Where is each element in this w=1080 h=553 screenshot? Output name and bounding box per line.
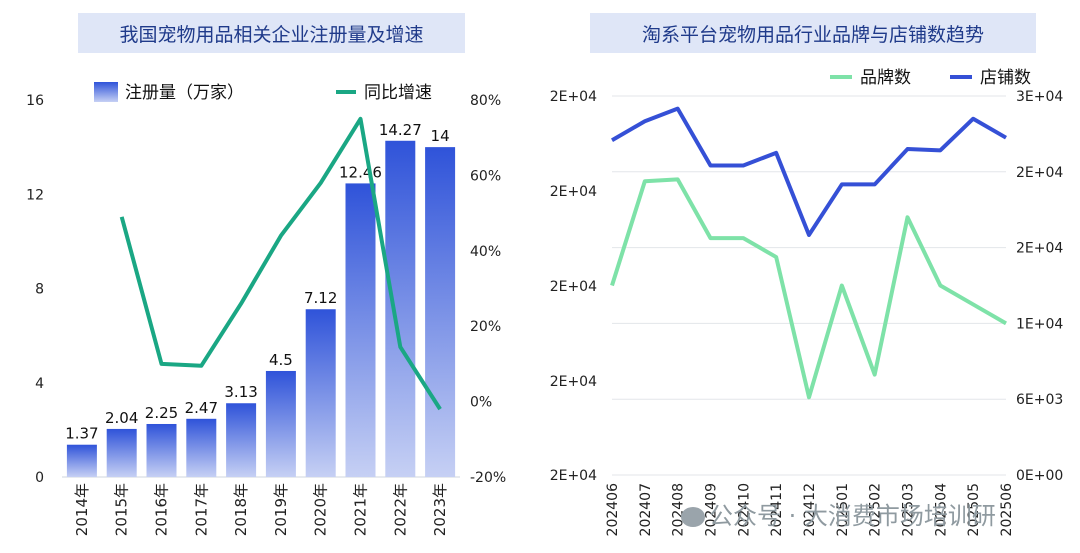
y-right-tick-label: 0% [470, 395, 492, 411]
y-left-tick-label: 16 [26, 93, 44, 109]
x-tick-label: 202501 [835, 483, 851, 536]
bar [146, 423, 177, 477]
watermark: 公众号 · 大消费市场培训研 [681, 496, 996, 531]
y-right-tick-label: -20% [470, 470, 506, 486]
x-tick-label: 202506 [999, 483, 1015, 537]
bar-value-label: 2.25 [145, 404, 178, 422]
bar-value-label: 7.12 [304, 289, 337, 307]
wechat-icon [681, 507, 705, 527]
x-tick-label: 202412 [802, 483, 818, 536]
x-tick-label: 202503 [901, 483, 917, 536]
legend-bar-label: 注册量（万家） [125, 83, 244, 103]
x-tick-label: 2018年 [232, 483, 250, 536]
x-tick-label: 202502 [868, 483, 884, 536]
x-tick-label: 202407 [638, 483, 654, 536]
y-right-tick-label: 3E+04 [1016, 89, 1063, 105]
legend-bar-swatch [94, 82, 118, 102]
bar-value-label: 3.13 [224, 383, 257, 401]
bar [345, 183, 376, 477]
x-tick-label: 2015年 [113, 483, 131, 536]
bar-value-label: 4.5 [269, 351, 293, 369]
bar [385, 140, 416, 477]
x-tick-label: 2019年 [272, 483, 290, 536]
y-left-tick-label: 12 [26, 187, 44, 203]
y-right-tick-label: 20% [470, 319, 501, 335]
y-right-tick-label: 60% [470, 168, 501, 184]
x-tick-label: 202411 [769, 483, 785, 536]
y-left-tick-label: 2E+04 [550, 468, 597, 484]
x-tick-label: 2022年 [391, 483, 409, 536]
y-right-tick-label: 1E+04 [1016, 316, 1063, 332]
y-left-tick-label: 4 [35, 376, 44, 392]
y-left-tick-label: 2E+04 [550, 89, 597, 105]
y-left-tick-label: 0 [35, 470, 44, 486]
x-tick-label: 2023年 [431, 483, 449, 536]
chart1-title: 我国宠物用品相关企业注册量及增速 [78, 13, 465, 53]
y-left-tick-label: 2E+04 [550, 184, 597, 200]
bar [305, 309, 336, 477]
x-tick-label: 202409 [704, 483, 720, 536]
x-tick-label: 202410 [736, 483, 752, 536]
bar-value-label: 14 [431, 127, 450, 145]
y-right-tick-label: 40% [470, 244, 501, 260]
y-right-tick-label: 2E+04 [1016, 241, 1063, 257]
y-left-tick-label: 2E+04 [550, 374, 597, 390]
legend-line-label: 同比增速 [364, 83, 432, 103]
x-tick-label: 2021年 [352, 483, 370, 536]
bar [265, 370, 296, 477]
bar [186, 418, 217, 477]
legend-shop-label: 店铺数 [980, 68, 1031, 88]
bar [226, 403, 257, 477]
y-right-tick-label: 2E+04 [1016, 165, 1063, 181]
y-right-tick-label: 6E+03 [1016, 392, 1063, 408]
bar-value-label: 14.27 [379, 121, 422, 139]
bar-value-label: 2.04 [105, 409, 138, 427]
x-tick-label: 2017年 [192, 483, 210, 536]
x-tick-label: 2016年 [153, 483, 171, 536]
y-right-tick-label: 0E+00 [1016, 468, 1063, 484]
chart2-title: 淘系平台宠物用品行业品牌与店铺数趋势 [590, 13, 1036, 53]
x-tick-label: 2014年 [73, 483, 91, 536]
brand-line [610, 177, 1007, 400]
bar [66, 444, 97, 477]
legend-brand-label: 品牌数 [860, 68, 911, 88]
bar-value-label: 2.47 [185, 399, 218, 417]
bar-value-label: 1.37 [65, 425, 98, 443]
y-right-tick-label: 80% [470, 93, 501, 109]
y-left-tick-label: 8 [35, 282, 44, 298]
x-tick-label: 202505 [966, 483, 982, 536]
bar-value-label: 12.46 [339, 163, 382, 181]
x-tick-label: 202504 [933, 483, 949, 537]
y-left-tick-label: 2E+04 [550, 279, 597, 295]
watermark-text: 公众号 · 大消费市场培训研 [709, 502, 996, 530]
x-tick-label: 2020年 [312, 483, 330, 536]
x-tick-label: 202406 [605, 483, 621, 537]
bar [106, 428, 137, 477]
bar [425, 147, 456, 477]
